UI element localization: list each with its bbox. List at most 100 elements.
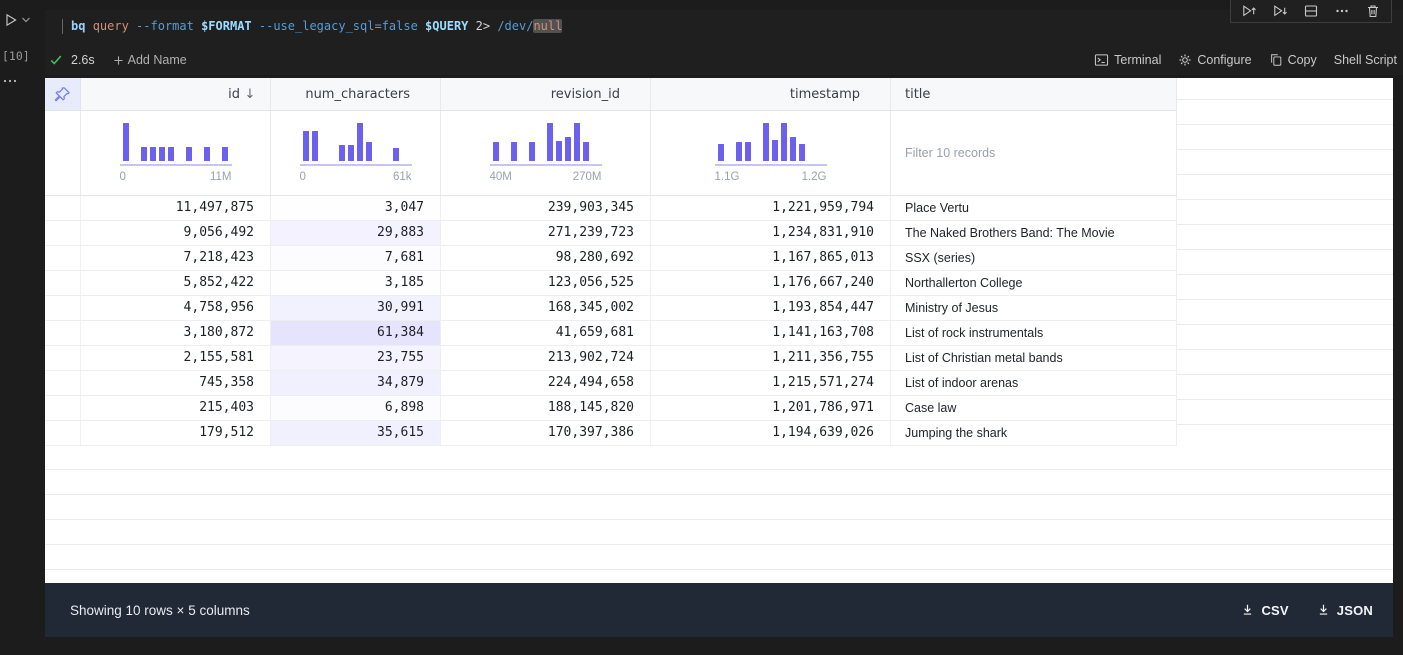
column-header-revision_id[interactable]: revision_id: [441, 78, 651, 110]
cell-timestamp[interactable]: 1,221,959,794: [651, 196, 891, 220]
column-histogram: 40M 270M: [489, 123, 602, 183]
cell-timestamp[interactable]: 1,194,639,026: [651, 421, 891, 445]
column-header-timestamp[interactable]: timestamp: [651, 78, 891, 110]
histogram-bar: [123, 123, 129, 161]
cell-num_characters[interactable]: 3,047: [271, 196, 441, 220]
cell-timestamp[interactable]: 1,211,356,755: [651, 346, 891, 370]
cell-id[interactable]: 3,180,872: [81, 321, 271, 345]
cell-num_characters[interactable]: 61,384: [271, 321, 441, 345]
table-header-row: id ↓ num_characters revision_id timestamp tit…: [45, 78, 1393, 111]
copy-button[interactable]: Copy: [1269, 53, 1317, 67]
cell-timestamp[interactable]: 1,193,854,447: [651, 296, 891, 320]
cell-more-icon[interactable]: [3, 78, 17, 84]
cell-title[interactable]: List of Christian metal bands: [891, 346, 1177, 370]
column-header-id[interactable]: id ↓: [81, 78, 271, 110]
cell-title[interactable]: Place Vertu: [891, 196, 1177, 220]
cell-title[interactable]: List of rock instrumentals: [891, 321, 1177, 345]
histogram-bar: [348, 145, 354, 161]
cell-revision_id[interactable]: 188,145,820: [441, 396, 651, 420]
run-below-icon[interactable]: [1272, 3, 1288, 19]
column-filter-title[interactable]: Filter 10 records: [891, 111, 1177, 195]
table-row[interactable]: 3,180,872 61,384 41,659,681 1,141,163,708 Li…: [45, 321, 1393, 346]
delete-cell-icon[interactable]: [1365, 3, 1381, 19]
table-row[interactable]: 2,155,581 23,755 213,902,724 1,211,356,755 L…: [45, 346, 1393, 371]
download-json-button[interactable]: JSON: [1317, 603, 1373, 618]
histogram-max-label: 270M: [572, 171, 602, 183]
cell-id[interactable]: 11,497,875: [81, 196, 271, 220]
cell-title[interactable]: Ministry of Jesus: [891, 296, 1177, 320]
cell-revision_id[interactable]: 170,397,386: [441, 421, 651, 445]
cell-timestamp[interactable]: 1,215,571,274: [651, 371, 891, 395]
cell-title[interactable]: List of indoor arenas: [891, 371, 1177, 395]
cell-title[interactable]: Case law: [891, 396, 1177, 420]
column-header-title[interactable]: title: [891, 78, 1177, 110]
filter-input[interactable]: Filter 10 records: [905, 146, 996, 160]
cell-revision_id[interactable]: 41,659,681: [441, 321, 651, 345]
cell-timestamp[interactable]: 1,234,831,910: [651, 221, 891, 245]
table-row[interactable]: 11,497,875 3,047 239,903,345 1,221,959,794 P…: [45, 196, 1393, 221]
configure-button[interactable]: Configure: [1178, 53, 1252, 67]
add-name-button[interactable]: Add Name: [113, 53, 187, 67]
table-row[interactable]: 9,056,492 29,883 271,239,723 1,234,831,910 T…: [45, 221, 1393, 246]
cell-revision_id[interactable]: 98,280,692: [441, 246, 651, 270]
cell-revision_id[interactable]: 271,239,723: [441, 221, 651, 245]
histogram-bar: [763, 123, 769, 161]
pin-column-button[interactable]: [45, 78, 81, 110]
cell-title[interactable]: SSX (series): [891, 246, 1177, 270]
column-filter-num_characters[interactable]: 0 61k: [271, 111, 441, 195]
cell-revision_id[interactable]: 224,494,658: [441, 371, 651, 395]
cell-revision_id[interactable]: 239,903,345: [441, 196, 651, 220]
column-header-num_characters[interactable]: num_characters: [271, 78, 441, 110]
cell-id[interactable]: 179,512: [81, 421, 271, 445]
cell-id[interactable]: 7,218,423: [81, 246, 271, 270]
cell-num_characters[interactable]: 6,898: [271, 396, 441, 420]
table-row[interactable]: 4,758,956 30,991 168,345,002 1,193,854,447 M…: [45, 296, 1393, 321]
command-editor[interactable]: bq query --format $FORMAT --use_legacy_s…: [45, 15, 563, 37]
more-actions-icon[interactable]: [1334, 3, 1350, 19]
cell-id[interactable]: 5,852,422: [81, 271, 271, 295]
cell-id[interactable]: 2,155,581: [81, 346, 271, 370]
row-pin-spacer: [45, 296, 81, 320]
download-csv-button[interactable]: CSV: [1241, 603, 1289, 618]
split-cell-icon[interactable]: [1303, 3, 1319, 19]
cell-num_characters[interactable]: 29,883: [271, 221, 441, 245]
filter-pin-spacer: [45, 111, 81, 195]
cell-num_characters[interactable]: 30,991: [271, 296, 441, 320]
cell-num_characters[interactable]: 23,755: [271, 346, 441, 370]
cell-timestamp[interactable]: 1,176,667,240: [651, 271, 891, 295]
table-row[interactable]: 215,403 6,898 188,145,820 1,201,786,971 Case…: [45, 396, 1393, 421]
cell-title[interactable]: Jumping the shark: [891, 421, 1177, 445]
histogram-bar: [781, 123, 787, 161]
cell-title[interactable]: The Naked Brothers Band: The Movie: [891, 221, 1177, 245]
cell-timestamp[interactable]: 1,141,163,708: [651, 321, 891, 345]
histogram-bar: [529, 142, 535, 161]
cell-id[interactable]: 215,403: [81, 396, 271, 420]
column-filter-revision_id[interactable]: 40M 270M: [441, 111, 651, 195]
table-row[interactable]: 7,218,423 7,681 98,280,692 1,167,865,013 SSX…: [45, 246, 1393, 271]
cell-id[interactable]: 9,056,492: [81, 221, 271, 245]
run-above-icon[interactable]: [1241, 3, 1257, 19]
cell-num_characters[interactable]: 34,879: [271, 371, 441, 395]
cell-num_characters[interactable]: 35,615: [271, 421, 441, 445]
table-row[interactable]: 179,512 35,615 170,397,386 1,194,639,026 Jum…: [45, 421, 1393, 446]
run-cell-button[interactable]: [3, 12, 31, 28]
column-filter-timestamp[interactable]: 1.1G 1.2G: [651, 111, 891, 195]
cell-title[interactable]: Northallerton College: [891, 271, 1177, 295]
cell-num_characters[interactable]: 7,681: [271, 246, 441, 270]
cell-revision_id[interactable]: 168,345,002: [441, 296, 651, 320]
cell-num_characters[interactable]: 3,185: [271, 271, 441, 295]
cell-id[interactable]: 745,358: [81, 371, 271, 395]
terminal-button[interactable]: Terminal: [1094, 53, 1161, 67]
column-filter-id[interactable]: 0 11M: [81, 111, 271, 195]
shell-script-button[interactable]: Shell Script: [1333, 53, 1397, 67]
table-footer: Showing 10 rows × 5 columns CSV JSON: [45, 583, 1393, 637]
table-row[interactable]: 5,852,422 3,185 123,056,525 1,176,667,240 No…: [45, 271, 1393, 296]
histogram-baseline: [299, 164, 412, 166]
cell-revision_id[interactable]: 123,056,525: [441, 271, 651, 295]
cell-id[interactable]: 4,758,956: [81, 296, 271, 320]
cell-revision_id[interactable]: 213,902,724: [441, 346, 651, 370]
cell-timestamp[interactable]: 1,201,786,971: [651, 396, 891, 420]
table-row[interactable]: 745,358 34,879 224,494,658 1,215,571,274 Lis…: [45, 371, 1393, 396]
cell-timestamp[interactable]: 1,167,865,013: [651, 246, 891, 270]
row-pin-spacer: [45, 221, 81, 245]
